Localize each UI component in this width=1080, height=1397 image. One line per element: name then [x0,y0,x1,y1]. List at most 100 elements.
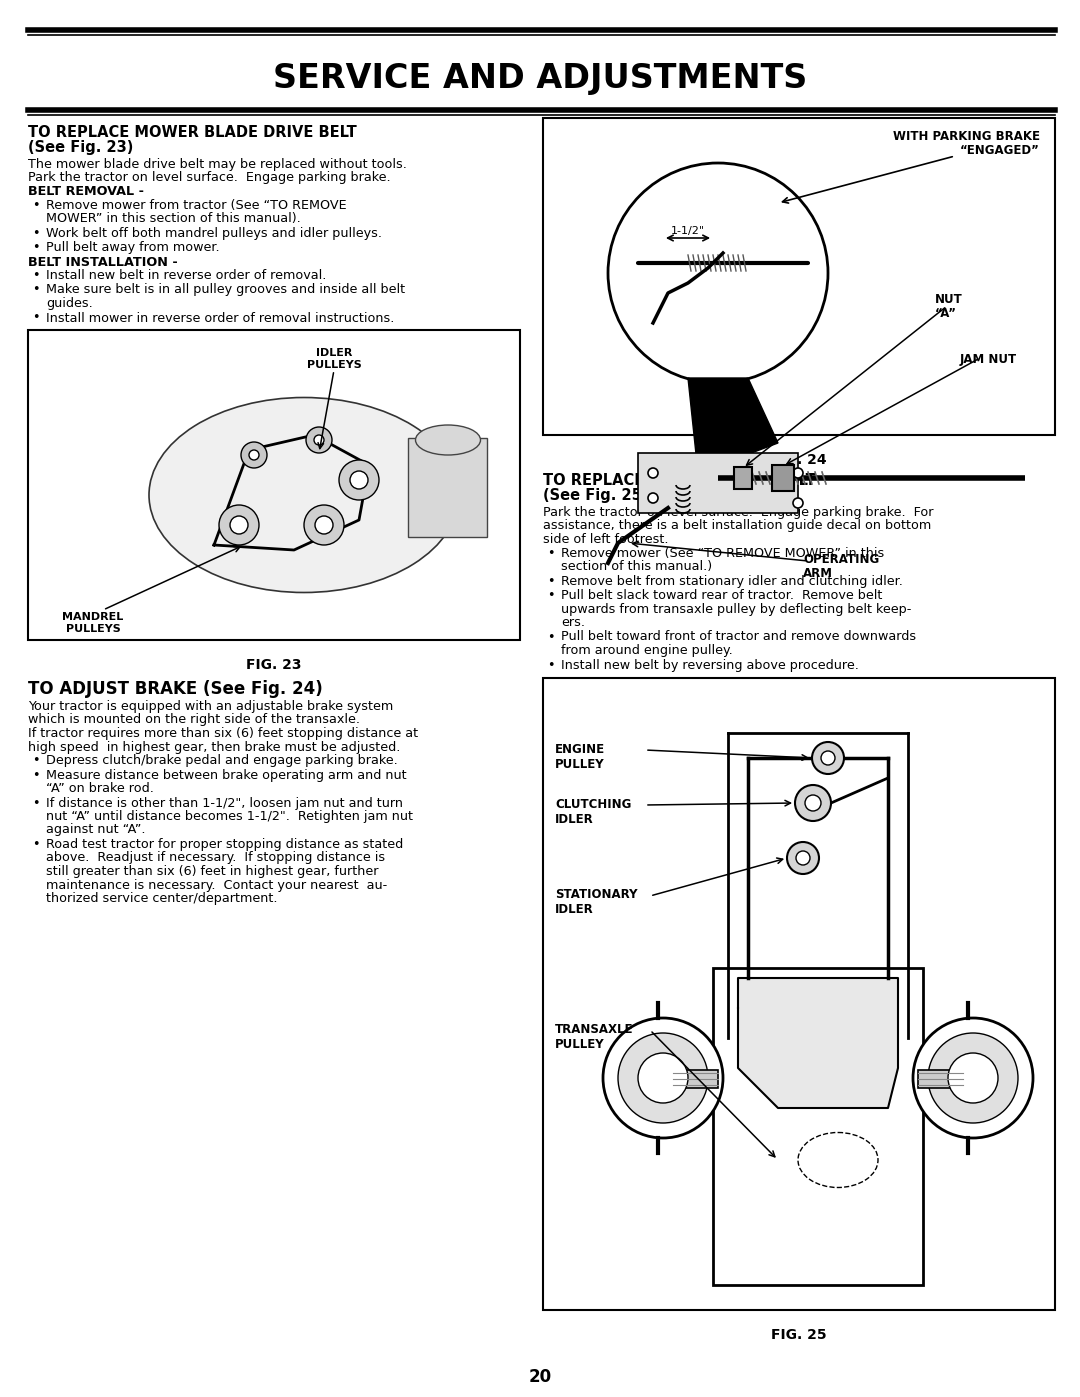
Circle shape [350,471,368,489]
Text: Make sure belt is in all pulley grooves and inside all belt: Make sure belt is in all pulley grooves … [46,284,405,296]
Text: Park the tractor on level surface.  Engage parking brake.: Park the tractor on level surface. Engag… [28,172,391,184]
Text: FIG. 25: FIG. 25 [771,1329,827,1343]
Text: guides.: guides. [46,298,93,310]
Text: section of this manual.): section of this manual.) [561,560,712,573]
Polygon shape [738,978,897,1108]
Text: Pull belt toward front of tractor and remove downwards: Pull belt toward front of tractor and re… [561,630,916,644]
Text: Work belt off both mandrel pulleys and idler pulleys.: Work belt off both mandrel pulleys and i… [46,226,382,239]
Text: against nut “A”.: against nut “A”. [46,823,146,837]
Text: If tractor requires more than six (6) feet stopping distance at: If tractor requires more than six (6) fe… [28,726,418,740]
Text: Install new belt by reversing above procedure.: Install new belt by reversing above proc… [561,658,859,672]
Text: IDLER
PULLEYS: IDLER PULLEYS [307,348,362,370]
Text: Road test tractor for proper stopping distance as stated: Road test tractor for proper stopping di… [46,838,403,851]
Circle shape [793,468,804,478]
Text: •: • [32,796,40,809]
FancyBboxPatch shape [918,1070,963,1088]
Circle shape [648,493,658,503]
Circle shape [638,1053,688,1104]
Text: which is mounted on the right side of the transaxle.: which is mounted on the right side of th… [28,714,360,726]
Circle shape [787,842,819,875]
Text: from around engine pulley.: from around engine pulley. [561,644,732,657]
FancyBboxPatch shape [28,330,519,640]
FancyBboxPatch shape [543,678,1055,1310]
Text: Pull belt away from mower.: Pull belt away from mower. [46,242,219,254]
Text: Remove mower (See “TO REMOVE MOWER” in this: Remove mower (See “TO REMOVE MOWER” in t… [561,546,885,560]
Text: 20: 20 [528,1368,552,1386]
Text: maintenance is necessary.  Contact your nearest  au-: maintenance is necessary. Contact your n… [46,879,388,891]
Text: Measure distance between brake operating arm and nut: Measure distance between brake operating… [46,768,407,781]
Circle shape [948,1053,998,1104]
Text: •: • [32,284,40,296]
Circle shape [603,1018,723,1139]
Circle shape [648,468,658,478]
Text: •: • [32,242,40,254]
Text: •: • [546,630,554,644]
Circle shape [793,497,804,509]
Ellipse shape [149,398,459,592]
Circle shape [796,851,810,865]
Circle shape [249,450,259,460]
Text: (See Fig. 25): (See Fig. 25) [543,488,648,503]
Text: The mower blade drive belt may be replaced without tools.: The mower blade drive belt may be replac… [28,158,407,170]
Ellipse shape [416,425,481,455]
Circle shape [339,460,379,500]
Circle shape [303,504,345,545]
Text: If distance is other than 1-1/2", loosen jam nut and turn: If distance is other than 1-1/2", loosen… [46,796,403,809]
Text: MANDREL
PULLEYS: MANDREL PULLEYS [63,612,123,634]
Text: Park the tractor on level surface.  Engage parking brake.  For: Park the tractor on level surface. Engag… [543,506,933,520]
Circle shape [314,434,324,446]
Text: NUT: NUT [935,293,962,306]
Text: assistance, there is a belt installation guide decal on bottom: assistance, there is a belt installation… [543,520,931,532]
Text: •: • [32,198,40,211]
FancyBboxPatch shape [638,453,798,513]
Text: Depress clutch/brake pedal and engage parking brake.: Depress clutch/brake pedal and engage pa… [46,754,397,767]
Text: TRANSAXLE
PULLEY: TRANSAXLE PULLEY [555,1023,634,1051]
FancyBboxPatch shape [408,439,487,536]
FancyBboxPatch shape [673,1070,718,1088]
Text: MOWER” in this section of this manual).: MOWER” in this section of this manual). [46,212,300,225]
Text: •: • [32,768,40,781]
Circle shape [219,504,259,545]
Circle shape [315,515,333,534]
Text: Install new belt in reverse order of removal.: Install new belt in reverse order of rem… [46,270,326,282]
Text: upwards from transaxle pulley by deflecting belt keep-: upwards from transaxle pulley by deflect… [561,602,912,616]
Text: Remove belt from stationary idler and clutching idler.: Remove belt from stationary idler and cl… [561,574,903,588]
Text: ENGINE
PULLEY: ENGINE PULLEY [555,743,605,771]
FancyBboxPatch shape [772,465,794,490]
Text: •: • [546,546,554,560]
Text: FIG. 23: FIG. 23 [246,658,301,672]
FancyBboxPatch shape [713,968,923,1285]
Text: •: • [32,838,40,851]
Text: FIG. 24: FIG. 24 [771,453,827,467]
Text: ARM: ARM [804,567,833,580]
Text: •: • [32,270,40,282]
Text: •: • [32,312,40,324]
Text: “ENGAGED”: “ENGAGED” [960,144,1040,156]
Text: TO REPLACE MOWER BLADE DRIVE BELT: TO REPLACE MOWER BLADE DRIVE BELT [28,124,356,140]
Text: (See Fig. 23): (See Fig. 23) [28,140,133,155]
Ellipse shape [798,1133,878,1187]
Text: BELT REMOVAL -: BELT REMOVAL - [28,184,144,198]
Circle shape [812,742,843,774]
Text: above.  Readjust if necessary.  If stopping distance is: above. Readjust if necessary. If stoppin… [46,852,386,865]
Circle shape [928,1032,1018,1123]
Circle shape [821,752,835,766]
Text: still greater than six (6) feet in highest gear, further: still greater than six (6) feet in highe… [46,865,378,877]
Text: ers.: ers. [561,616,585,629]
Text: •: • [32,754,40,767]
Circle shape [618,1032,708,1123]
Text: WITH PARKING BRAKE: WITH PARKING BRAKE [893,130,1040,142]
Text: Install mower in reverse order of removal instructions.: Install mower in reverse order of remova… [46,312,394,324]
Circle shape [913,1018,1032,1139]
Text: TO REPLACE MOTION DRIVE BELT: TO REPLACE MOTION DRIVE BELT [543,474,815,488]
Text: •: • [546,658,554,672]
Text: •: • [546,590,554,602]
Text: OPERATING: OPERATING [804,553,879,566]
Text: “A”: “A” [935,307,957,320]
Text: •: • [32,226,40,239]
Text: nut “A” until distance becomes 1-1/2".  Retighten jam nut: nut “A” until distance becomes 1-1/2". R… [46,810,413,823]
Text: side of left footrest.: side of left footrest. [543,534,669,546]
Text: “A” on brake rod.: “A” on brake rod. [46,782,153,795]
Polygon shape [688,379,778,474]
Text: STATIONARY
IDLER: STATIONARY IDLER [555,888,637,916]
